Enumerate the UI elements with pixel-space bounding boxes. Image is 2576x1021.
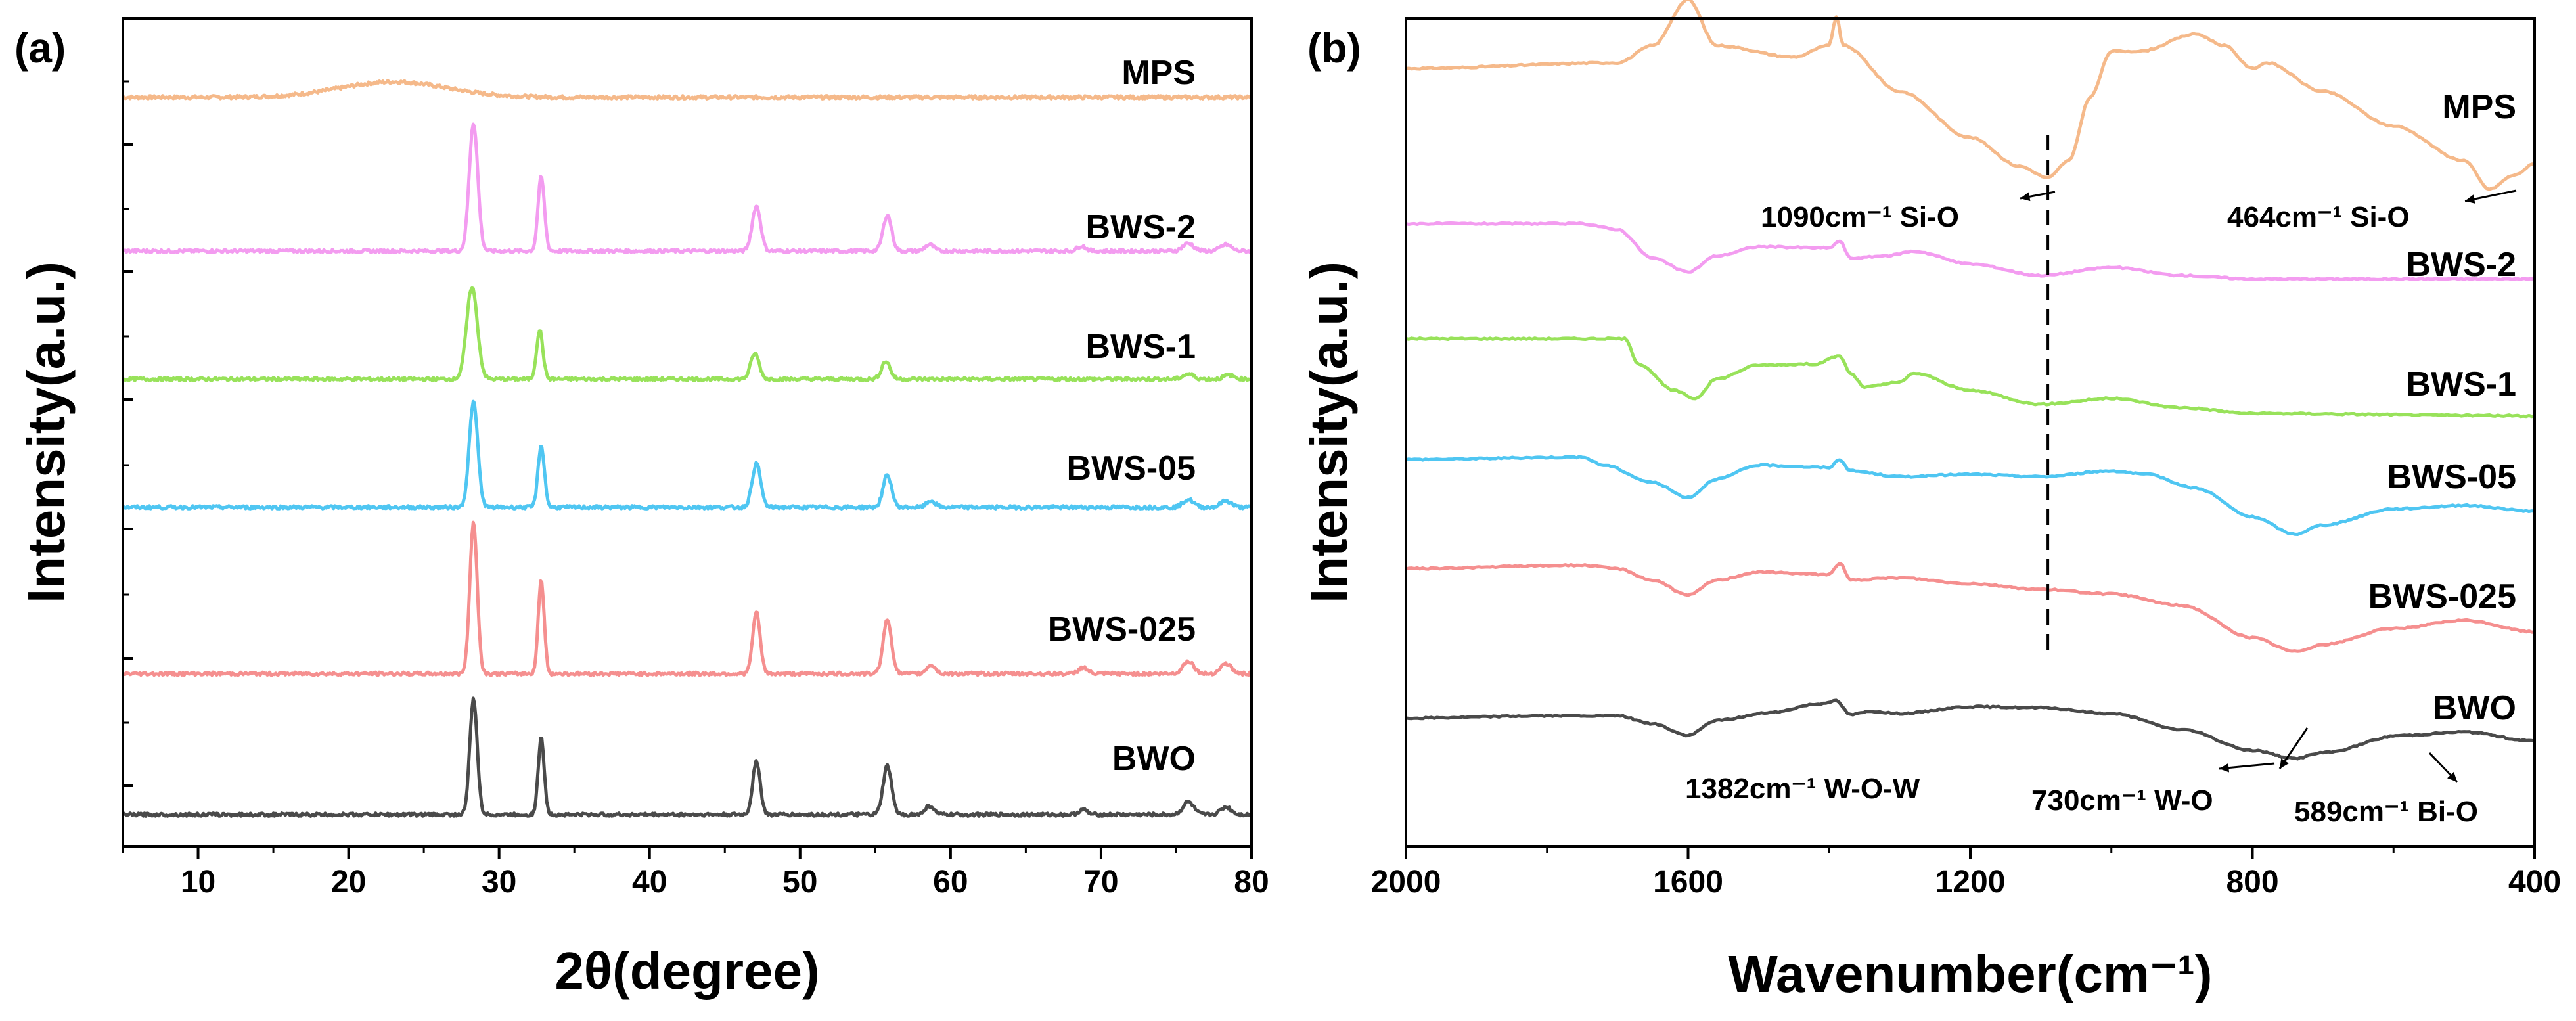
ftir-plot-frame <box>1405 17 2536 848</box>
xrd-x-ticks: 10 20 30 40 50 60 70 80 <box>122 846 1269 899</box>
xrd-label-bws-1: BWS-1 <box>1085 328 1196 366</box>
xrd-x-tick-label: 50 <box>782 865 817 899</box>
ftir-line-bws-05 <box>1405 455 2535 536</box>
xrd-label-bws-2: BWS-2 <box>1085 208 1196 246</box>
ftir-annotation-464cm-si-o: 464cm⁻¹ Si-O <box>2227 201 2410 233</box>
ftir-label-bws-1: BWS-1 <box>2406 365 2516 403</box>
xrd-x-tick-label: 80 <box>1234 865 1269 899</box>
ftir-x-tick-label: 800 <box>2226 865 2278 899</box>
ftir-label-bwo: BWO <box>2433 689 2516 727</box>
ftir-label-bws-05: BWS-05 <box>2387 458 2516 496</box>
xrd-series-labels: MPS BWS-2 BWS-1 BWS-05 BWS-025 BWO <box>1048 54 1196 778</box>
ftir-label-mps: MPS <box>2442 88 2516 126</box>
xrd-y-minor-ticks <box>123 80 133 787</box>
ftir-annotation-589cm-bi-o: 589cm⁻¹ Bi-O <box>2294 796 2478 828</box>
ftir-label-bws-2: BWS-2 <box>2406 246 2516 284</box>
xrd-panel: (a) MPS BWS-2 BWS-1 BWS-05 BWS-025 BWO 10 20 30… <box>14 17 1269 1000</box>
xrd-label-mps: MPS <box>1121 54 1196 92</box>
xrd-line-bws-05 <box>122 399 1252 510</box>
xrd-x-tick-label: 70 <box>1083 865 1118 899</box>
xrd-label-bwo: BWO <box>1112 740 1196 778</box>
xrd-x-tick-label: 40 <box>632 865 667 899</box>
ftir-panel: (b) MPS BWS-2 BWS-1 BWS-05 BWS-025 BWO 1090cm… <box>1299 0 2561 1003</box>
ftir-annotation-arrowhead <box>2219 763 2230 773</box>
xrd-line-bwo <box>122 696 1252 818</box>
xrd-line-bws-1 <box>122 286 1252 382</box>
ftir-x-ticks: 2000 1600 1200 800 400 <box>1371 846 2561 899</box>
ftir-annotation-arrowhead <box>2280 758 2289 769</box>
ftir-annotation-arrowhead <box>2020 192 2031 202</box>
xrd-y-axis-title: Intensity(a.u.) <box>17 261 76 603</box>
xrd-series-group <box>122 79 1253 818</box>
ftir-x-tick-label: 1600 <box>1653 865 1723 899</box>
ftir-annotation-arrowhead <box>2465 194 2475 204</box>
ftir-annotation-1090cm-si-o: 1090cm⁻¹ Si-O <box>1761 201 1959 233</box>
panel-label-b: (b) <box>1307 24 1361 72</box>
ftir-y-axis-title: Intensity(a.u.) <box>1299 261 1358 603</box>
ftir-annotation-1382cm-w-o-w: 1382cm⁻¹ W-O-W <box>1685 773 1920 805</box>
ftir-line-bws-2 <box>1405 221 2535 281</box>
ftir-x-tick-label: 2000 <box>1371 865 1441 899</box>
ftir-x-axis-title: Wavenumber(cm⁻¹) <box>1728 945 2212 1003</box>
ftir-annotation-arrowhead <box>2447 771 2457 782</box>
xrd-x-tick-label: 30 <box>482 865 516 899</box>
ftir-x-tick-label: 400 <box>2508 865 2561 899</box>
xrd-line-bws-2 <box>122 122 1253 254</box>
xrd-x-axis-title: 2θ(degree) <box>554 942 819 1000</box>
xrd-line-mps <box>122 79 1252 101</box>
xrd-x-tick-label: 10 <box>181 865 215 899</box>
ftir-line-mps <box>1405 0 2535 191</box>
panel-label-a: (a) <box>14 24 66 72</box>
xrd-line-bws-025 <box>122 520 1252 677</box>
ftir-series-group <box>1405 0 2535 761</box>
ftir-label-bws-025: BWS-025 <box>2368 578 2516 616</box>
ftir-annotations: 1090cm⁻¹ Si-O 464cm⁻¹ Si-O 1382cm⁻¹ W-O-W 7… <box>1685 135 2517 828</box>
xrd-label-bws-05: BWS-05 <box>1067 449 1196 488</box>
ftir-x-tick-label: 1200 <box>1935 865 2006 899</box>
xrd-x-tick-label: 20 <box>331 865 366 899</box>
ftir-annotation-730cm-w-o: 730cm⁻¹ W-O <box>2031 784 2213 817</box>
xrd-label-bws-025: BWS-025 <box>1048 610 1196 648</box>
ftir-line-bwo <box>1405 698 2535 761</box>
ftir-line-bws-025 <box>1405 562 2535 653</box>
xrd-plot-frame <box>122 17 1253 848</box>
ftir-series-labels: MPS BWS-2 BWS-1 BWS-05 BWS-025 BWO <box>2368 88 2516 727</box>
ftir-line-bws-1 <box>1405 336 2535 419</box>
xrd-x-tick-label: 60 <box>933 865 968 899</box>
